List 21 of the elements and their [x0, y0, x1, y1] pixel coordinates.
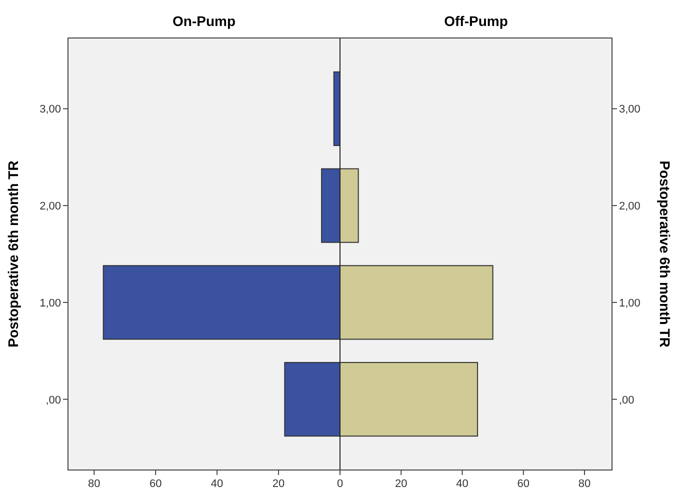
x-tick-label: 80 [578, 478, 591, 490]
y-tick-label: ,00 [619, 394, 634, 406]
chart-title: On-Pump [172, 13, 236, 29]
x-tick-label: 60 [517, 478, 530, 490]
y-tick-label: 1,00 [40, 297, 61, 310]
y-tick-label: 3,00 [619, 104, 640, 116]
y-tick-label: 3,00 [40, 104, 61, 116]
y-tick-label: 2,00 [619, 200, 640, 213]
y-tick-label: ,00 [46, 394, 61, 406]
chart-title: Off-Pump [444, 13, 508, 29]
x-tick-label: 40 [210, 478, 224, 490]
x-tick-label: 20 [272, 478, 285, 490]
x-tick-label: 40 [456, 478, 468, 490]
x-tick-label: 60 [149, 478, 162, 490]
x-tick-label: 0 [336, 478, 344, 490]
x-tick-label: 80 [88, 478, 100, 490]
y-tick-label: 1,00 [619, 297, 640, 310]
x-tick-label: 20 [395, 478, 408, 490]
y2-axis-title: Postoperative 6th month TR [657, 160, 673, 348]
y-axis-title: Postoperative 6th month TR [5, 160, 21, 348]
y-tick-label: 2,00 [40, 200, 61, 213]
